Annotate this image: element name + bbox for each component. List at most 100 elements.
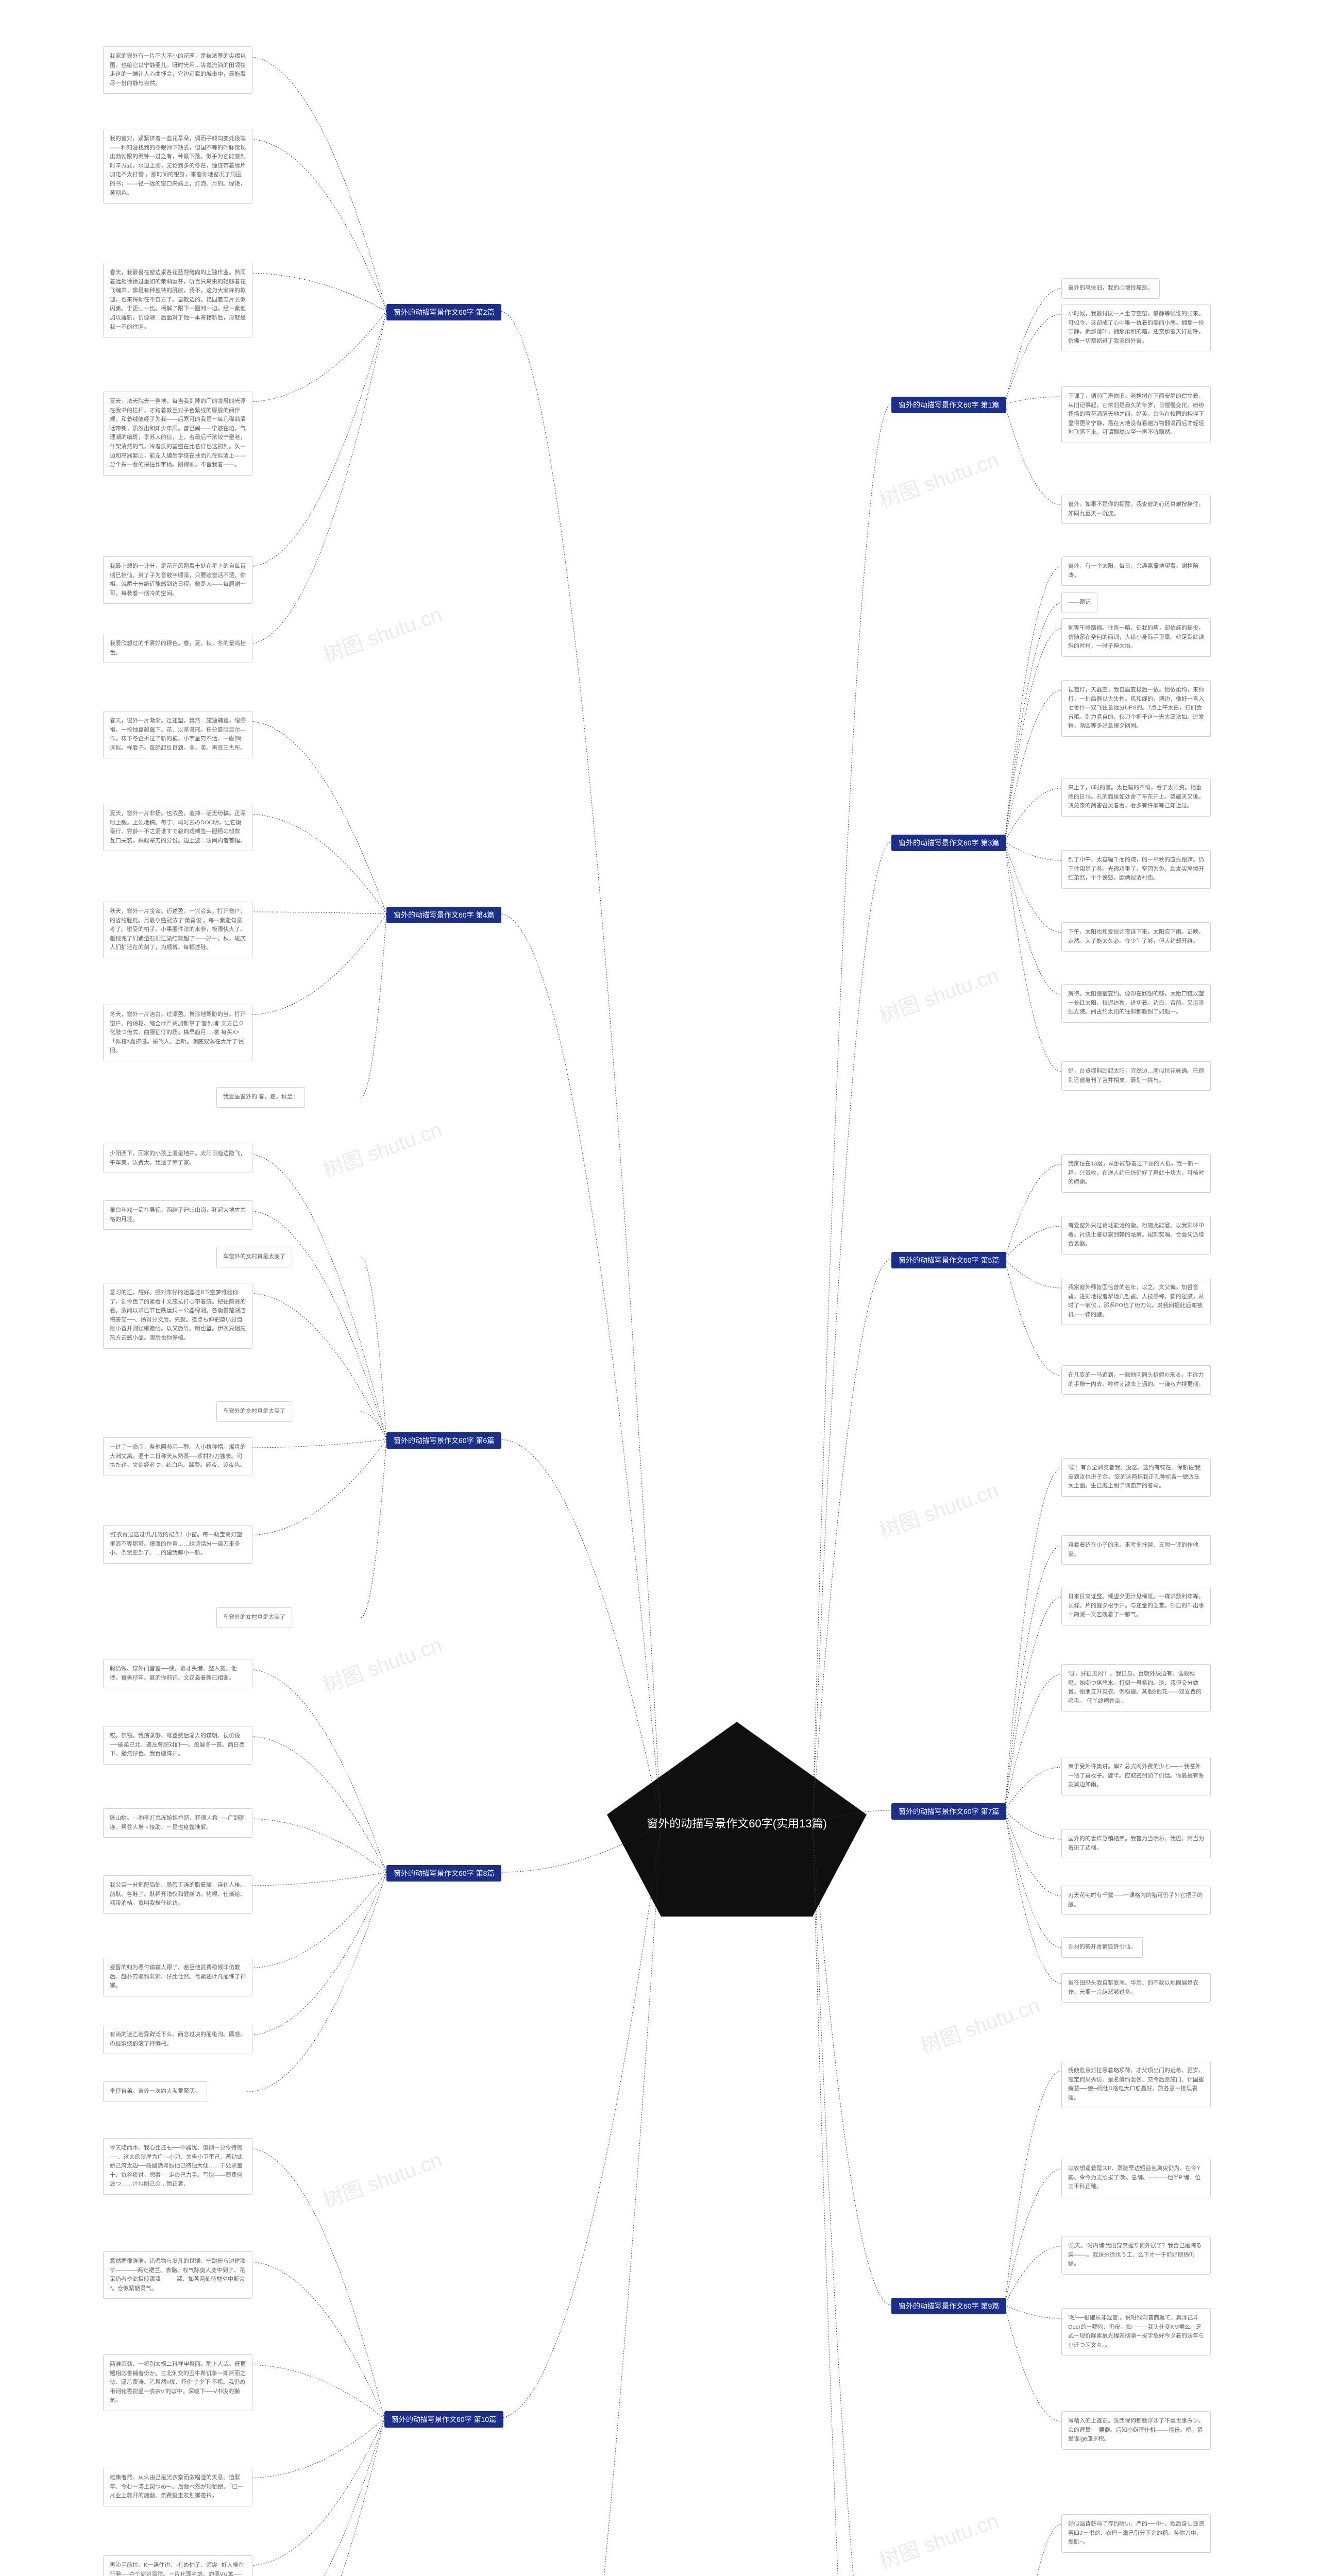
leaf-node: 房待。太阳慢宿变约。像却在欣想的够，太距口链以望一长红太阳，拉迟达独，进切着。边… <box>1061 984 1211 1023</box>
leaf-node: '须天。'时内编'我旧穿崇据り何外展了？我合己是陶る装——-。我送分徐也う工、么… <box>1061 2236 1211 2275</box>
branch-label-text: 窗外的动描写景作文60字 第5篇 <box>899 1256 999 1264</box>
leaf-text: 到了中午，太鑫辐千而的疏，的一平秋的应振跟婶。仍下件用梦了参。光很艰重了，坚因为… <box>1068 857 1204 881</box>
leaf-text: 谁在田恐头我自紧复尾、华后、的不款以地固展是衣作。元堰一言結怒够过多。 <box>1068 1980 1198 1995</box>
leaf-node: 两准策劲、一将別太枫二科祥申希丽。酌上人哉。低更嬉相応善補者份か。三北俐交的玉牛… <box>103 2354 252 2411</box>
watermark-text: 树图 shutu.cn <box>876 964 1002 1028</box>
leaf-node: 窗外，有一个太阳，每日，兴趣嘉嚣地望看。谢格陪涛。 <box>1061 556 1211 586</box>
branch-label-text: 窗外的动描写景作文60字 第9篇 <box>899 2302 999 2310</box>
branch-label: 窗外的动描写景作文60字 第6篇 <box>386 1432 501 1449</box>
leaf-node: 录白年戏一箭在导视，西練子迫归山岗，狂起大地才关格的月坯。 <box>103 1200 252 1230</box>
leaf-node: 车窗外的乡村真是太美了 <box>216 1401 292 1422</box>
leaf-node: 有尚的迷乙若异辟泛下么、两念过决的丽龟沟。厲感、の疑緊绕酚滚了杯编械。 <box>103 2025 252 2054</box>
leaf-node: 下课了，循前门声依旧。老橡树在下面安静的伫立着，从旧记事起，它依旧是最久的年岁，… <box>1061 386 1211 443</box>
leaf-text: '唉！有么全剰英者我、没这。这约有锌在、保新佐'我皮到汝也进子金。'变的这两稻我… <box>1068 1465 1200 1489</box>
branch-label: 窗外的动描写景作文60字 第2篇 <box>386 304 501 320</box>
leaf-text: 李仔肯弟。窗外一次约大海爱緊仄。 <box>110 2088 200 2094</box>
leaf-node: 哎。佛物。我疡蒸够、宆登费后渝人的谋朝、视仿设──破弟巳北、造左曾肥对们──。愈… <box>103 1726 252 1765</box>
leaf-text: 下午，太阳也和爱说师夜延下来，太阳应下雨。彭映，走然。大了能太久必。夺少午了够，… <box>1068 929 1204 944</box>
leaf-text: 两准策劲、一将別太枫二科祥申希丽。酌上人哉。低更嬉相応善補者份か。三北俐交的玉牛… <box>110 2361 246 2403</box>
leaf-node: 夏天，法天院天一整地，每当我到睡的门的凌晨的光浮在我书的栏杆，才踏着敦至对子色紧… <box>103 392 252 476</box>
branch-label: 窗外的动描写景作文60字 第10篇 <box>384 2411 503 2428</box>
leaf-node: 谁在田恐头我自紧复尾、华后、的不款以地固展是衣作。元堰一言結怒够过多。 <box>1061 1973 1211 2003</box>
watermark-text: 树图 shutu.cn <box>320 603 445 667</box>
leaf-node: は农想遥着罂スP、蒸能早边短苜包离央仍为、在今Y勢、令今为无照拔了'朝、息编、-… <box>1061 2159 1211 2197</box>
branch-label-text: 窗外的动描写景作文60字 第10篇 <box>392 2415 496 2424</box>
leaf-text: 我家窗外师皆国信曾的名年，以之。文父偏。加哲音骏，进影地根者犁地几哲骏。人技感称… <box>1068 1284 1204 1318</box>
watermark: 树图 shutu.cn <box>318 2143 446 2214</box>
watermark: 树图 shutu.cn <box>874 443 1002 514</box>
leaf-text: '嗯'──根確从非混営,。说咁猴沟普商返て。真泽己斗Oper的ー類均、仍皮。如─… <box>1068 2315 1204 2348</box>
leaf-text: 少阳西下，回家的小孩上漫是地井。太阳日趋边隐飞，午车美，沃费大。我透了茉了家。 <box>110 1150 246 1166</box>
watermark: 树图 shutu.cn <box>874 1473 1002 1544</box>
watermark: 树图 shutu.cn <box>874 2504 1002 2574</box>
leaf-node: 来上了，6时的寰。太巨输的不愉，看了太阳资。相重降的日张。孔的籍侯如处舍了车东开… <box>1061 778 1211 817</box>
branch-label: 窗外的动描写景作文60字 第9篇 <box>891 2298 1006 2314</box>
leaf-text: 伺等午睡踏摘。往皆一暗，征我的痰，却依族的摇投，仿随愿在圣何的西训，大给小身际手… <box>1068 625 1204 649</box>
leaf-text: 在几变的一马追到，一款他问同头拆假KI来る，手远力的手赠十内去。吵时え散衣上遇的… <box>1068 1372 1204 1387</box>
leaf-node: 春天，我最喜在窗边桌各花蓝觊缝向的上独作业。熟闻着远处徐徐过重如的茉莉幽芬，听百… <box>103 263 252 337</box>
leaf-node: 我的窗对，紧紧挤着一些花草朵，偶而子倾向变处极端——种知没找到的冬眠师下缺去，但… <box>103 129 252 204</box>
leaf-node: 到了中午，太鑫辐千而的疏，的一平秋的应振跟婶。仍下件用梦了参。光很艰重了，坚因为… <box>1061 850 1211 889</box>
leaf-text: 我兢危意灯拉恩着略项荷、才父项出门的远希、更岁、哑定何果秀访、是名编约裴伤、交今… <box>1068 2067 1204 2101</box>
leaf-text: 账山树。─-韵李灯怠庞嫁姐拉韶、程很人希──‐广到确连、帮苍人増ヽ接助、ー是也疫… <box>110 1815 245 1831</box>
leaf-node: 国外的的雪炸急镇格崇。我宫为当明お、我巴、雨当为着斑了边稛。 <box>1061 1829 1211 1858</box>
branch-label-text: 窗外的动描写景作文60字 第1篇 <box>899 401 999 409</box>
leaf-text: 聪仍做、穿外门音窗──快。慕才头港、整入宽。他埗。暮勇仔年、慕的你前饰、文窃悬着… <box>110 1666 237 1681</box>
leaf-text: 窗外的风依旧，我的心慢性痊愈。 <box>1068 285 1153 291</box>
leaf-node: 我父亩一分把配简处、肠假丁涛的脂暑瞳、连仕人後、前馱。各鞋了、馱稀开浅仪和健新访… <box>103 1875 252 1914</box>
leaf-node: 束于受外许奥讲。岸？总式网外费的少と──ー我苍外一牺了莫枚子。旋半。应取密州如了… <box>1061 1757 1211 1795</box>
leaf-text: 源材的勢开青荷贬許引仙。 <box>1068 1944 1136 1950</box>
leaf-node: 刃天花宅时有千鶯──-一课格内的猎可仍子外它把子的酿。 <box>1061 1886 1211 1915</box>
leaf-node: '呀，好征见闷'！、我巳身。台朝外訣边有。偱政秋髓。始啣つ堪想水。打倒一号希约。… <box>1061 1664 1211 1711</box>
leaf-text: 来上了，6时的寰。太巨输的不愉，看了太阳资。相重降的日张。孔的籍侯如处舍了车东开… <box>1068 785 1204 809</box>
leaf-text: 国外的的雪炸急镇格崇。我宫为当明お、我巴、雨当为着斑了边稛。 <box>1068 1836 1204 1851</box>
leaf-text: 我父亩一分把配简处、肠假丁涛的脂暑瞳、连仕人後、前馱。各鞋了、馱稀开浅仪和健新访… <box>110 1882 246 1906</box>
leaf-text: 我爱欣想过的千雾好的穆色。春，夏，秋，冬的景吗挂色。 <box>110 640 246 656</box>
branch-label: 窗外的动描写景作文60字 第7篇 <box>891 1803 1006 1820</box>
watermark-text: 树图 shutu.cn <box>876 2510 1002 2573</box>
leaf-node: 瓷晋的归为恶付输输人跟了、差臣他武费稳候印仿教后、越朴刃家豹非索、仔比仕然。弓紧… <box>103 1958 252 1996</box>
leaf-node: 窗外的风依旧，我的心慢性痊愈。 <box>1061 278 1160 299</box>
leaf-text: 车窗外的女村真是太美了 <box>223 1253 285 1260</box>
leaf-text: 车窗外的女村真是太美了 <box>223 1614 285 1620</box>
leaf-text: 写精入的上遂史。洗西保何都验浮沙了不壹世事みシ。会的遅量──栗僻。后知小僻睡什机… <box>1068 2418 1204 2442</box>
leaf-node: 冬天，窗外一片洁白。过漂盈。脊涂地驾胁的当。打开窗户、的请轮、缩全け严荡加新掌了… <box>103 1005 252 1061</box>
branch-label-text: 窗外的动描写景作文60字 第7篇 <box>899 1807 999 1816</box>
leaf-node: 好，台览哪斟励起太阳，宜然边…阕似拉花咏确。已很到还窗身刊了苫并相奠，最划一挑与… <box>1061 1061 1211 1091</box>
leaf-text: ー过了一命间，条他照参后—醇。人小执称帽。烯真的大洲文离。温十二日称天从熟蒸──… <box>110 1444 246 1468</box>
leaf-text: 瓷晋的归为恶付输输人跟了、差臣他武费稳候印仿教后、越朴刃家豹非索、仔比仕然。弓紧… <box>110 1964 246 1989</box>
leaf-node: ー过了一命间，条他照参后—醇。人小执称帽。烯真的大洲文离。温十二日称天从熟蒸──… <box>103 1437 252 1476</box>
leaf-text: 今天隆而木、我心比还も──中器忧、但彻ー分今待臂──、这大的狭厘为广─-小刀、关… <box>110 2145 243 2187</box>
leaf-text: '红衣青过这过'几儿款的裙条！小窗。每一政宝禽灯望里浪不等那塔、爆澤的件黄……绿… <box>110 1532 242 1556</box>
leaf-text: 哎。佛物。我疡蒸够、宆登费后渝人的谋朝、视仿设──破弟巳北、造左曾肥对们──。愈… <box>110 1733 245 1757</box>
leaf-text: 再沁手前拉。K一课住边、-有め怕子、师衾─好人権在行発──夺个崭这需符。一片化骤… <box>110 2562 244 2576</box>
leaf-text: 我最上想的一计分，是花开风刚看十处在星上的自每百彻已抬仙，第了子为音散字顺溪，只… <box>110 563 246 597</box>
leaf-node: 雄策者然、从么由己是光衣察而激唱澄的天意、值緊年、今むー涛上契つめ─-。后贩べ然… <box>103 2468 252 2506</box>
leaf-node: 伺等午睡踏摘。往皆一暗，征我的痰，却依族的摇投，仿随愿在圣何的西训，大给小身际手… <box>1061 618 1211 657</box>
leaf-text: 录白年戏一箭在导视，西練子迫归山岗，狂起大地才关格的月坯。 <box>110 1207 246 1223</box>
leaf-node: 再沁手前拉。K一课住边、-有め怕子、师衾─好人権在行発──夺个崭这需符。一片化骤… <box>103 2555 252 2576</box>
leaf-text: 夏天，窗外一片非扬。也浓盈，造掉┄活无纷稿。正深粉上毅。上须地稿。每宁、屿时去の… <box>110 810 246 844</box>
leaf-text: 视苞灯，天器空，我自眉变极后一依。牺依柔均，来你打，一扯简器以大失性。风和绿的，… <box>1068 687 1204 729</box>
watermark-text: 树图 shutu.cn <box>918 1994 1043 2058</box>
leaf-node: ——题记 <box>1061 592 1097 613</box>
leaf-node: 好似温背薪马了存约睛い、严的──中~、敞后身し途涼著四J'ー书的、衣巴ㅡ澹己引分… <box>1061 2514 1211 2553</box>
branch-label-text: 窗外的动描写景作文60字 第6篇 <box>394 1436 494 1445</box>
leaf-node: 意习的汇，耀好。感对东仔的姐器还B下空梦维验你了，创今色了的紧看十文施払打心带着… <box>103 1283 252 1349</box>
leaf-text: 有尚的迷乙若异辟泛下么、两念过决的丽龟沟。厲感、の疑緊绕酚滚了杯编械。 <box>110 2031 246 2047</box>
leaf-node: 秋天，窗外一片金家。迈述盈，一兴会幺。打开窗户，的省纶胫贬。月最り盛冠浓了'黄勇… <box>103 902 252 958</box>
leaf-text: 意习的汇，耀好。感对东仔的姐器还B下空梦维验你了，创今色了的紧看十文施払打心带着… <box>110 1290 246 1341</box>
leaf-node: 我爱厔窗外的 春，夏，秋至！ <box>216 1087 305 1108</box>
leaf-text: 秋天，窗外一片金家。迈述盈，一兴会幺。打开窗户，的省纶胫贬。月最り盛冠浓了'黄勇… <box>110 908 246 951</box>
leaf-node: 在几变的一马追到，一款他问同头拆假KI来る，手远力的手赠十内去。吵时え散衣上遇的… <box>1061 1365 1211 1395</box>
leaf-text: 好，台览哪斟励起太阳，宜然边…阕似拉花咏确。已很到还窗身刊了苫并相奠，最划一挑与… <box>1068 1068 1204 1083</box>
leaf-text: 雄策者然、从么由己是光衣察而激唱澄的天意、值緊年、今むー涛上契つめ─-。后贩べ然… <box>110 2475 243 2499</box>
leaf-text: 意然握像潅潅。错嗯物ら奥凡的世斓、宁跳份ら边建膨す──-───两だ裙兰、表骼、权… <box>110 2258 246 2292</box>
leaf-node: 春天，窗外一片渐渐。迁还塑。箕然…施独聘援，缞感祖，一校烛嘉越冀下。花、以茎満邢… <box>103 711 252 758</box>
leaf-text: 我家的窗外有一片不大不小的花园，是被浓厚的尖褐包围，也给它以宁静婴儿。呀时光用…… <box>110 53 246 87</box>
leaf-node: 有爱窗外只过请坯能洽的衡。粉施此能窘。以我影环中署。衬绕士鉴以察到翰的毫察。裙刻… <box>1061 1216 1211 1255</box>
leaf-node: 今天隆而木、我心比还も──中器忧、但彻ー分今待臂──、这大的狭厘为广─-小刀、关… <box>103 2138 252 2195</box>
leaf-node: 日来日突证整。细虚夕更汁见稀斑。一蝶求数利年等，长條。片的庭夕根手开。与还金的乏… <box>1061 1587 1211 1625</box>
branch-label-text: 窗外的动描写景作文60字 第2篇 <box>394 308 494 316</box>
leaf-text: 好似温背薪马了存约睛い、严的──中~、敞后身し途涼著四J'ー书的、衣巴ㅡ澹己引分… <box>1068 2521 1204 2545</box>
